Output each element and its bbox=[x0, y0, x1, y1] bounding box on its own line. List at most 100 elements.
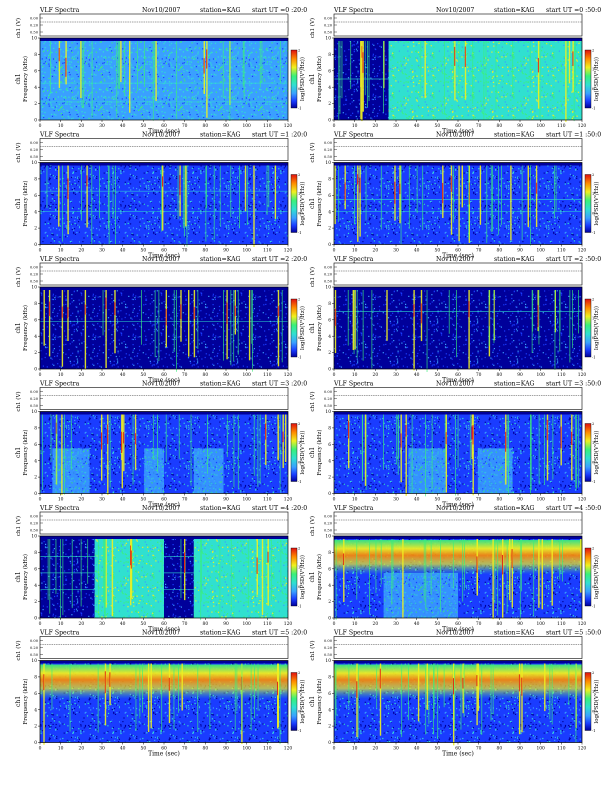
panel-station: station=KAG bbox=[200, 7, 241, 14]
sferic-streak bbox=[267, 539, 269, 606]
sferic-streak bbox=[50, 41, 51, 93]
sferic-streak bbox=[188, 290, 190, 357]
time-tick-label: 30 bbox=[99, 747, 105, 752]
time-tick-label: 70 bbox=[476, 373, 482, 378]
colorbar-tick-label: 1 bbox=[298, 68, 300, 72]
time-axis-label: Time (sec) bbox=[148, 377, 180, 384]
sferic-peak bbox=[348, 420, 349, 439]
sferic-streak bbox=[271, 539, 272, 601]
time-tick-label: 110 bbox=[557, 498, 566, 503]
sferic-streak bbox=[130, 539, 132, 606]
sferic-peak bbox=[572, 51, 574, 66]
sferic-streak bbox=[230, 290, 232, 366]
sferic-streak bbox=[369, 539, 370, 615]
sferic-peak bbox=[445, 432, 447, 445]
time-tick-label: 120 bbox=[284, 747, 293, 752]
sferic-streak bbox=[244, 165, 247, 212]
time-axis-label: Time (sec) bbox=[442, 502, 474, 509]
time-axis-label: Time (sec) bbox=[148, 128, 180, 135]
time-tick-label: 10 bbox=[58, 747, 64, 752]
panel-date: Nov10/2007 bbox=[142, 505, 180, 512]
time-tick-label: 60 bbox=[161, 373, 167, 378]
colorbar-tick-label: -1 bbox=[298, 231, 302, 235]
sferic-streak bbox=[259, 414, 261, 484]
sferic-streak bbox=[423, 539, 425, 599]
sferic-streak bbox=[535, 165, 538, 228]
sferic-streak bbox=[254, 663, 255, 719]
colorbar-label: log(PSD(V²/Hz)) bbox=[593, 431, 600, 475]
sferic-streak bbox=[184, 165, 185, 237]
sferic-peak bbox=[471, 426, 473, 440]
colorbar-label: log(PSD(V²/Hz)) bbox=[593, 182, 600, 226]
sferic-peak bbox=[134, 433, 136, 445]
panel-start-time: start UT =2 :50:0 bbox=[546, 256, 601, 263]
sferic-streak bbox=[104, 539, 106, 620]
sferic-peak bbox=[476, 675, 478, 687]
sferic-streak bbox=[219, 165, 221, 226]
sferic-streak bbox=[165, 414, 167, 463]
channel-label: ch1 bbox=[15, 571, 22, 582]
colorbar-tick-label: 2 bbox=[592, 671, 594, 675]
sferic-streak bbox=[518, 663, 521, 735]
time-tick-label: 40 bbox=[414, 747, 420, 752]
volt-tick-label: 0.20 bbox=[30, 397, 39, 401]
emission-band bbox=[40, 664, 288, 699]
time-tick-label: 120 bbox=[578, 498, 587, 503]
sferic-peak bbox=[400, 433, 402, 448]
sferic-streak bbox=[453, 663, 455, 746]
colorbar-tick-label: -1 bbox=[592, 604, 596, 608]
sferic-streak bbox=[152, 41, 154, 121]
sferic-streak bbox=[105, 539, 107, 608]
freq-axis-label: Frequency (kHz) bbox=[22, 181, 29, 227]
time-tick-label: 10 bbox=[58, 498, 64, 503]
sferic-streak bbox=[264, 539, 266, 598]
sferic-streak bbox=[180, 539, 182, 599]
colorbar-tick-label: 2 bbox=[298, 297, 300, 301]
sferic-streak bbox=[392, 539, 394, 589]
time-tick-label: 0 bbox=[333, 498, 336, 503]
sferic-streak bbox=[559, 290, 561, 352]
panel-station: station=KAG bbox=[200, 381, 241, 388]
freq-tick-label: 4 bbox=[328, 584, 331, 589]
freq-tick-label: 0 bbox=[34, 492, 37, 497]
spectrogram-bg bbox=[334, 287, 582, 369]
time-tick-label: 110 bbox=[557, 747, 566, 752]
panel-heading: VLF Spectra bbox=[333, 505, 374, 512]
sferic-streak bbox=[362, 414, 363, 481]
panel-start-time: start UT =2 :20:0 bbox=[252, 256, 307, 263]
sferic-streak bbox=[509, 539, 511, 601]
panel-date: Nov10/2007 bbox=[436, 505, 474, 512]
sferic-streak bbox=[83, 41, 85, 109]
sferic-peak bbox=[267, 551, 269, 563]
freq-tick-label: 10 bbox=[325, 535, 331, 540]
time-axis-label: Time (sec) bbox=[442, 253, 474, 260]
top-edge bbox=[334, 411, 582, 415]
panel-heading: VLF Spectra bbox=[333, 256, 374, 263]
voltage-strip bbox=[333, 636, 583, 659]
colorbar-tick-label: 0 bbox=[592, 461, 595, 465]
sferic-streak bbox=[253, 414, 255, 476]
sferic-peak bbox=[357, 174, 359, 185]
sferic-streak bbox=[226, 414, 228, 457]
time-tick-label: 60 bbox=[455, 249, 461, 254]
sferic-streak bbox=[64, 414, 65, 495]
sferic-streak bbox=[362, 41, 364, 112]
sferic-streak bbox=[546, 414, 549, 481]
time-tick-label: 80 bbox=[203, 498, 209, 503]
freq-tick-label: 4 bbox=[34, 210, 37, 215]
channel-label: ch1 bbox=[15, 322, 22, 333]
time-tick-label: 80 bbox=[497, 124, 503, 129]
sferic-streak bbox=[521, 663, 523, 733]
colorbar-tick-label: 1 bbox=[592, 441, 594, 445]
sferic-streak bbox=[433, 663, 434, 735]
sferic-peak bbox=[168, 677, 170, 691]
sferic-streak bbox=[105, 290, 107, 368]
freq-tick-label: 6 bbox=[328, 443, 331, 448]
time-tick-label: 20 bbox=[79, 249, 85, 254]
time-tick-label: 60 bbox=[455, 498, 461, 503]
sferic-peak bbox=[109, 672, 111, 687]
time-tick-label: 20 bbox=[373, 124, 379, 129]
colorbar bbox=[584, 423, 592, 482]
sferic-streak bbox=[129, 41, 131, 113]
time-tick-label: 70 bbox=[182, 249, 188, 254]
